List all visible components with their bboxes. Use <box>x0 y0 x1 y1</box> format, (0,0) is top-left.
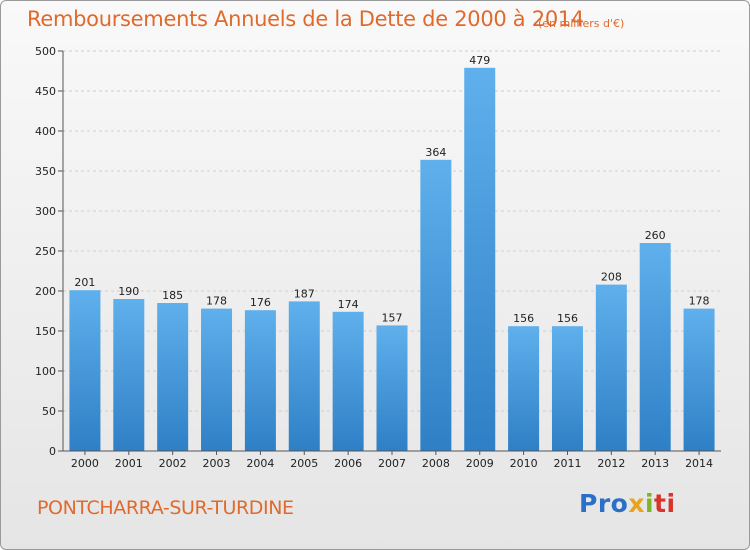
data-label: 260 <box>645 229 666 242</box>
x-tick-label: 2001 <box>115 457 143 470</box>
x-tick-label: 2013 <box>641 457 669 470</box>
y-tick-label: 300 <box>35 205 56 218</box>
y-tick-label: 400 <box>35 125 56 138</box>
x-tick-label: 2007 <box>378 457 406 470</box>
data-label: 208 <box>601 271 622 284</box>
logo-part: x <box>628 489 645 518</box>
bar <box>157 303 189 451</box>
x-tick-label: 2003 <box>203 457 231 470</box>
x-tick-label: 2006 <box>334 457 362 470</box>
x-tick-label: 2004 <box>246 457 274 470</box>
x-tick-label: 2010 <box>510 457 538 470</box>
data-label: 178 <box>206 295 227 308</box>
bar <box>69 290 101 451</box>
chart-title: Remboursements Annuels de la Dette de 20… <box>27 7 584 31</box>
x-tick-label: 2002 <box>159 457 187 470</box>
bar <box>683 308 715 451</box>
data-label: 364 <box>425 146 446 159</box>
y-tick-label: 450 <box>35 85 56 98</box>
commune-name: PONTCHARRA-SUR-TURDINE <box>37 497 294 519</box>
data-label: 178 <box>689 295 710 308</box>
y-tick-label: 150 <box>35 325 56 338</box>
data-label: 156 <box>513 312 534 325</box>
bar <box>288 301 320 451</box>
x-tick-label: 2008 <box>422 457 450 470</box>
bar <box>113 299 145 451</box>
data-label: 479 <box>469 54 490 67</box>
bar <box>464 67 496 452</box>
logo-part: Pro <box>579 489 629 518</box>
logo-part: i <box>644 489 655 518</box>
bar <box>376 325 408 451</box>
y-tick-label: 500 <box>35 45 56 58</box>
data-label: 157 <box>382 311 403 324</box>
bar <box>551 326 583 451</box>
bar <box>332 311 364 451</box>
x-tick-label: 2012 <box>597 457 625 470</box>
data-label: 190 <box>118 285 139 298</box>
x-tick-label: 2014 <box>685 457 713 470</box>
y-tick-label: 0 <box>49 445 56 458</box>
x-tick-label: 2009 <box>466 457 494 470</box>
logo-part: ti <box>654 489 676 518</box>
y-tick-label: 100 <box>35 365 56 378</box>
x-tick-label: 2000 <box>71 457 99 470</box>
data-label: 174 <box>338 298 359 311</box>
bar <box>595 284 627 451</box>
chart-unit: (en milliers d'€) <box>538 17 625 30</box>
data-label: 156 <box>557 312 578 325</box>
data-label: 176 <box>250 296 271 309</box>
bar <box>201 308 233 451</box>
data-label: 185 <box>162 289 183 302</box>
y-tick-label: 50 <box>42 405 56 418</box>
y-tick-label: 250 <box>35 245 56 258</box>
bar <box>508 326 540 451</box>
x-tick-label: 2011 <box>553 457 581 470</box>
y-tick-label: 200 <box>35 285 56 298</box>
x-tick-label: 2005 <box>290 457 318 470</box>
bar <box>244 310 276 451</box>
y-tick-label: 350 <box>35 165 56 178</box>
proxiti-logo[interactable]: Proxiti <box>579 489 676 518</box>
bar <box>639 243 671 451</box>
data-label: 201 <box>74 276 95 289</box>
data-label: 187 <box>294 287 315 300</box>
bar <box>420 159 452 452</box>
